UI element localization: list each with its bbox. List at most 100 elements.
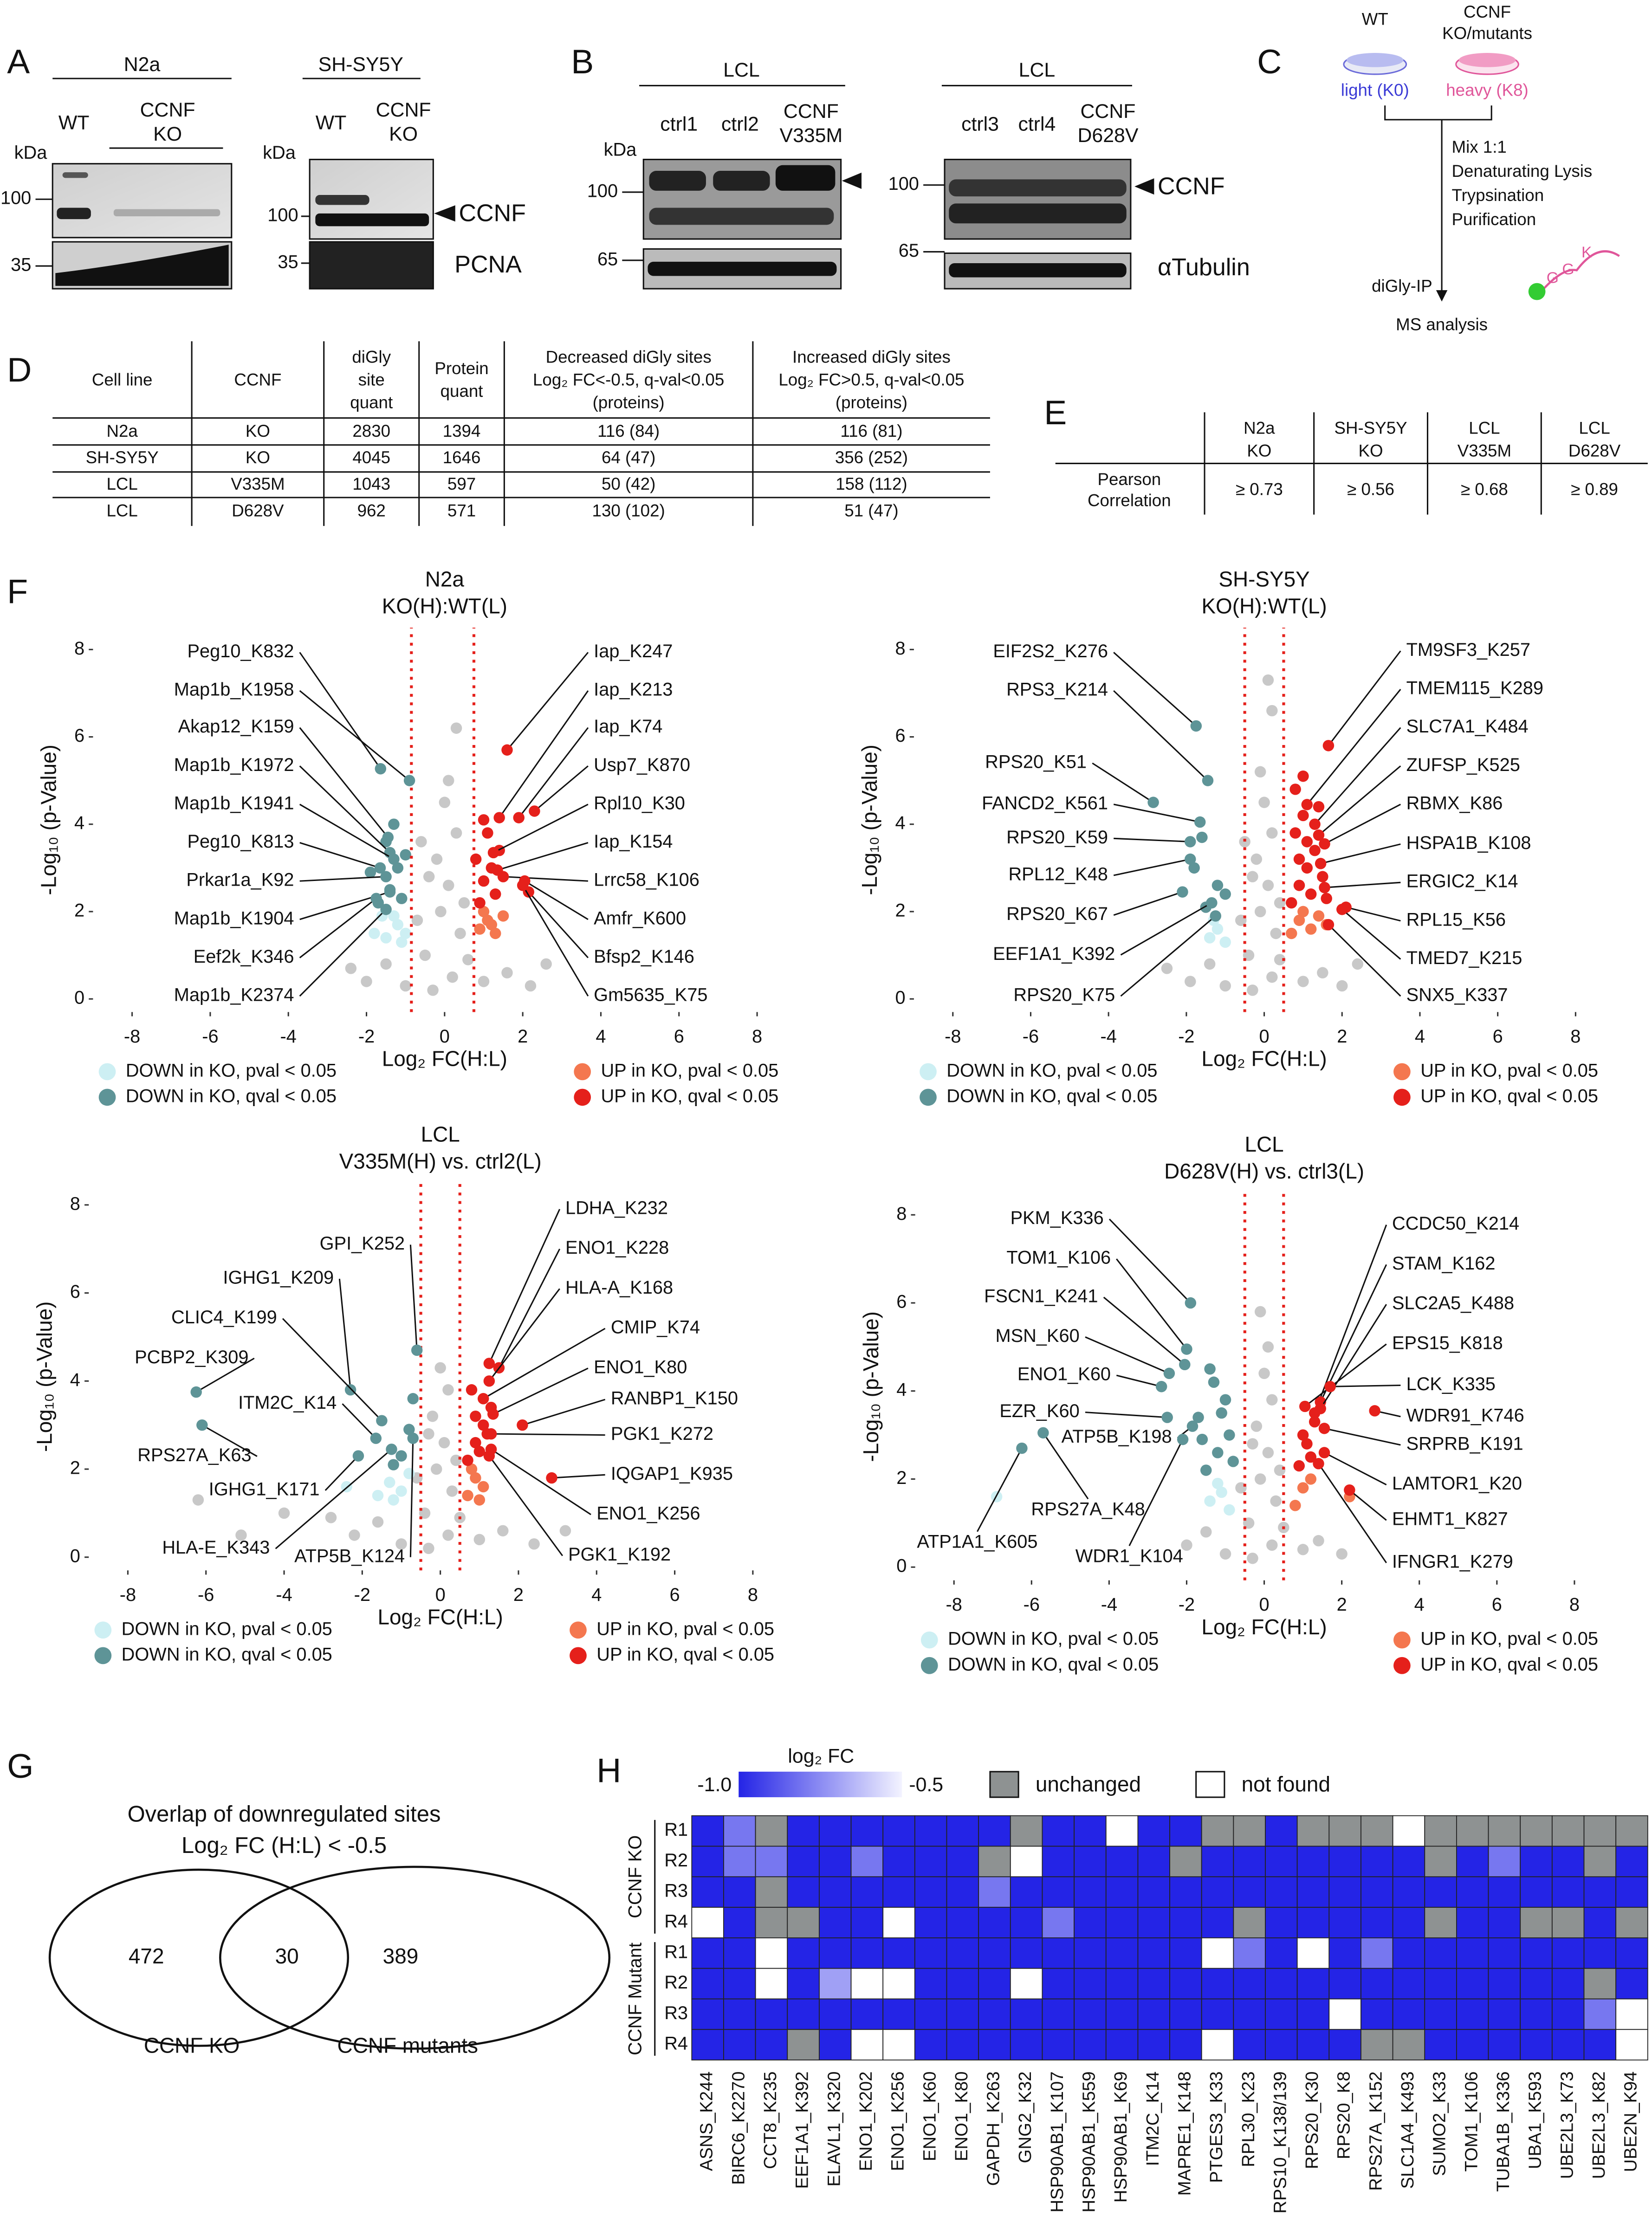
- point: [1155, 1381, 1167, 1392]
- point: [490, 927, 501, 939]
- annotation-label: ATP5B_K124: [294, 1546, 405, 1566]
- annotation-line: [1128, 1439, 1184, 1546]
- column-label: ENO1_K60: [920, 2072, 939, 2162]
- heatmap-cell: [818, 1968, 852, 2000]
- annotation-label: Bfsp2_K146: [594, 946, 694, 967]
- heatmap-cell: [755, 1846, 788, 1878]
- point: [477, 1393, 489, 1405]
- annotation-line: [524, 880, 589, 920]
- annotation-line: [551, 1474, 605, 1479]
- heatmap-cell: [691, 1815, 724, 1847]
- point: [442, 1384, 454, 1396]
- point: [1188, 862, 1200, 874]
- heatmap-cell: [1074, 1815, 1107, 1847]
- heatmap-cell: [1010, 1846, 1043, 1878]
- annotation-line: [498, 1249, 561, 1368]
- point: [370, 1432, 382, 1444]
- heatmap-cell: [755, 1815, 788, 1847]
- column-label: ITM2C_K14: [1143, 2072, 1163, 2166]
- point: [1258, 797, 1270, 808]
- point: [486, 919, 498, 931]
- point: [1177, 886, 1188, 898]
- label: 35: [11, 255, 31, 275]
- heatmap-cell: [1074, 1937, 1107, 1969]
- x-tick-label: 0: [1259, 1594, 1270, 1615]
- heatmap-cell: [1360, 1907, 1393, 1938]
- annotation-line: [528, 891, 589, 959]
- x-tick-label: -6: [1023, 1026, 1039, 1047]
- heatmap-cell: [1265, 1815, 1298, 1847]
- point: [388, 910, 400, 922]
- point: [473, 1494, 486, 1506]
- heatmap-cell: [1042, 1998, 1075, 2030]
- label: LCL: [723, 59, 760, 81]
- label: 100: [0, 188, 31, 208]
- x-tick-label: 4: [591, 1585, 602, 1605]
- column-label: HSP90AB1_K107: [1047, 2072, 1067, 2213]
- point: [447, 971, 458, 983]
- annotation-label: RPS20_K51: [985, 752, 1087, 772]
- heatmap-cell: [1296, 1815, 1330, 1847]
- point: [388, 853, 400, 865]
- heatmap-cell: [1488, 1846, 1521, 1878]
- annotation-label: FSCN1_K241: [984, 1286, 1098, 1306]
- header-lines: [52, 78, 1132, 149]
- annotation-line: [1085, 1412, 1167, 1418]
- point: [474, 923, 486, 935]
- annotation-label: HLA-E_K343: [162, 1537, 270, 1558]
- point: [382, 831, 394, 843]
- heatmap-cell: [1583, 1998, 1617, 2030]
- heatmap-cell: [1169, 2029, 1202, 2061]
- heatmap-cell: [882, 1907, 915, 1938]
- column-label: HSP90AB1_K559: [1079, 2072, 1099, 2213]
- panel-label: A: [7, 43, 30, 81]
- annotation-line: [299, 842, 381, 869]
- band: [113, 209, 220, 216]
- band: [62, 172, 88, 178]
- x-tick-label: -4: [276, 1585, 292, 1605]
- point: [1179, 1359, 1191, 1371]
- legend-label: UP in KO, qval < 0.05: [1420, 1086, 1598, 1106]
- label: 65: [597, 249, 618, 269]
- annotation-label: RPS27A_K48: [1031, 1499, 1145, 1519]
- point: [384, 886, 396, 898]
- annotation-label: PKM_K336: [1011, 1208, 1104, 1228]
- heatmap-cell: [755, 2029, 788, 2061]
- label: diGly-IP: [1372, 277, 1432, 296]
- annotation-line: [522, 1399, 606, 1426]
- heatmap-cell: [914, 1846, 947, 1878]
- annotation-label: Akap12_K159: [178, 716, 294, 737]
- point: [1211, 923, 1224, 935]
- heatmap-cell: [755, 1937, 788, 1969]
- point: [1266, 827, 1278, 839]
- annotation-line: [299, 727, 389, 838]
- heatmap-cell: [1520, 1937, 1553, 1969]
- heatmap-cell: [1201, 1937, 1234, 1969]
- legend-swatch: [1393, 1657, 1411, 1674]
- point: [450, 827, 462, 839]
- point: [361, 976, 372, 987]
- legend-swatch: [1195, 1771, 1225, 1798]
- label: Increased diGly sites: [792, 348, 951, 367]
- heatmap-cell: [978, 1815, 1011, 1847]
- heatmap-cell: [1360, 2029, 1393, 2061]
- point: [1336, 903, 1348, 915]
- label: kDa: [263, 142, 296, 163]
- annotation-line: [1330, 1384, 1401, 1387]
- point: [450, 722, 462, 734]
- chart-title: V335M(H) vs. ctrl2(L): [339, 1149, 542, 1173]
- y-axis-label: -Log₁₀ (p-Value): [857, 745, 881, 895]
- heatmap-cell: [1424, 1937, 1457, 1969]
- point: [439, 797, 451, 808]
- heatmap-cell: [1233, 2029, 1266, 2061]
- point: [1216, 1486, 1227, 1498]
- point: [1301, 836, 1313, 848]
- annotation-label: SLC2A5_K488: [1392, 1293, 1514, 1314]
- heatmap-cell: [723, 2029, 756, 2061]
- point: [487, 847, 499, 859]
- annotation-line: [1113, 891, 1183, 916]
- heatmap-cell: [691, 1876, 724, 1908]
- point: [345, 963, 357, 974]
- heatmap-cell: [1233, 1815, 1266, 1847]
- point: [443, 775, 454, 786]
